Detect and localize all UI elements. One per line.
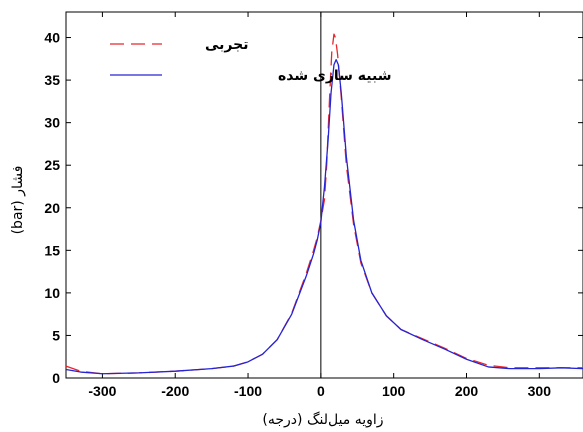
y-tick-label: 20 <box>44 200 60 216</box>
axes: -300 -200 -100 0 100 200 300 0 5 10 15 20 25 30 35 40 <box>44 11 583 399</box>
y-tick-label: 0 <box>52 370 60 386</box>
x-tick-label: 0 <box>317 383 325 399</box>
legend-label-experimental: تجربی <box>205 37 248 53</box>
y-tick-label: 40 <box>44 30 60 46</box>
y-axis-label: فشار (bar) <box>10 166 26 235</box>
x-tick-label: 100 <box>382 383 406 399</box>
y-tick-label: 35 <box>44 72 60 88</box>
series-line-experimental <box>65 33 583 375</box>
x-tick-label: 300 <box>528 383 552 399</box>
legend-label-simulated: شبیه سازی شده <box>278 68 391 84</box>
x-tick-label: 200 <box>455 383 479 399</box>
y-tick-label: 10 <box>44 285 60 301</box>
y-tick-label: 5 <box>52 327 60 343</box>
series-lines <box>65 33 583 375</box>
y-tick-label: 25 <box>44 157 60 173</box>
x-tick-label: -200 <box>161 383 189 399</box>
legend: تجربی شبیه سازی شده <box>110 37 391 84</box>
x-tick-label: -300 <box>88 383 116 399</box>
series-line-simulated <box>65 59 583 375</box>
x-axis-label: زاویه میل‌لنگ (درجه) <box>262 411 383 428</box>
x-tick-label: -100 <box>234 383 262 399</box>
plot-frame <box>65 11 583 379</box>
y-tick-label: 15 <box>44 242 60 258</box>
y-tick-label: 30 <box>44 115 60 131</box>
